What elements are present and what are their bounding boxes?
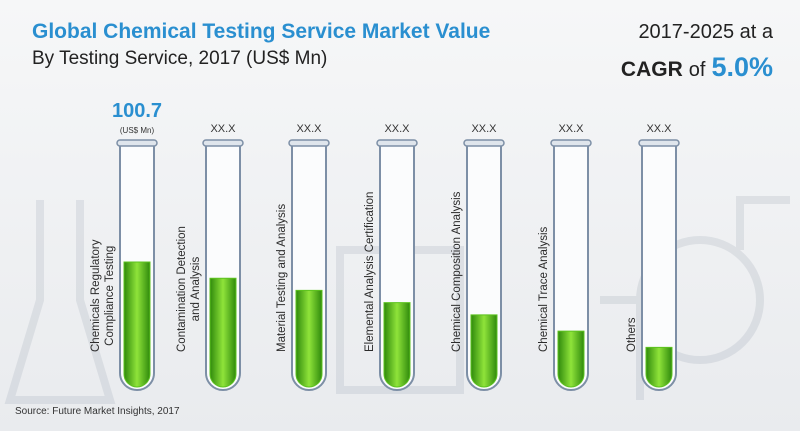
tube-rim xyxy=(116,139,158,147)
chart-title: Global Chemical Testing Service Market V… xyxy=(32,20,490,43)
tube-rim xyxy=(638,139,680,147)
tube-rim xyxy=(463,139,505,147)
category-label: Chemical Trace Analysis xyxy=(538,226,550,352)
tube xyxy=(553,144,589,391)
tube-rim xyxy=(202,139,244,147)
liquid xyxy=(470,314,498,388)
value-label: XX.X xyxy=(296,123,322,135)
value-label: XX.X xyxy=(471,123,497,135)
value-label: XX.X xyxy=(384,123,410,135)
liquid xyxy=(383,302,411,388)
cagr-value: 5.0% xyxy=(711,52,773,82)
value-label: XX.X xyxy=(210,123,236,135)
value-label: XX.X xyxy=(558,123,584,135)
value-label: XX.X xyxy=(646,123,672,135)
value-unit-note: (US$ Mn) xyxy=(120,126,155,135)
value-label: 100.7 xyxy=(112,100,162,122)
category-label: Chemicals Regulatory Compliance Testing xyxy=(90,239,116,353)
period-text: 2017-2025 at a xyxy=(638,21,773,43)
cagr-of: of xyxy=(689,59,706,81)
tube xyxy=(641,144,677,391)
liquid xyxy=(123,261,151,388)
tube-rim xyxy=(288,139,330,147)
liquid xyxy=(557,330,585,388)
category-label: Material Testing and Analysis xyxy=(276,203,288,352)
liquid xyxy=(295,289,323,388)
liquid xyxy=(209,277,237,388)
chart-subtitle: By Testing Service, 2017 (US$ Mn) xyxy=(32,48,327,69)
cagr-label: CAGR xyxy=(621,58,683,81)
category-label: Others xyxy=(626,317,638,352)
category-label: Elemental Analysis Certification xyxy=(364,191,376,352)
liquid xyxy=(645,346,673,388)
source: Source: Future Market Insights, 2017 xyxy=(15,406,180,417)
category-label: Contamination Detection and Analysis xyxy=(176,226,202,352)
category-label: Chemical Composition Analysis xyxy=(451,191,463,352)
tube-rim xyxy=(376,139,418,147)
tube-rim xyxy=(550,139,592,147)
cagr-text: CAGR of 5.0% xyxy=(621,52,773,82)
